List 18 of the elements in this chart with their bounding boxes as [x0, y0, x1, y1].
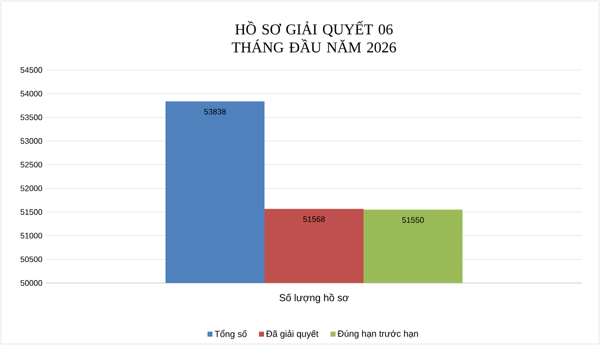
y-tick-label: 54000: [20, 90, 42, 96]
y-tick-label: 52500: [20, 162, 42, 168]
data-label: 53838: [204, 108, 226, 115]
data-label: 51568: [303, 216, 325, 222]
chart-title: HỒ SƠ GIẢI QUYẾT 06 THÁNG ĐẦU NĂM 2026: [232, 21, 396, 52]
y-tick-label: 50500: [20, 256, 42, 262]
legend-label: Đã giải quyết: [266, 330, 318, 339]
legend-label: Tổng số: [214, 330, 247, 339]
y-tick-label: 51500: [20, 209, 42, 215]
x-tick-label: Số lượng hồ sơ: [280, 293, 349, 304]
y-tick-label: 51000: [20, 232, 42, 238]
y-tick-label: 52000: [20, 185, 42, 192]
data-label: 51550: [402, 217, 424, 223]
y-tick-label: 50000: [20, 280, 42, 286]
legend-label: Đúng hạn trước hạn: [338, 330, 418, 339]
y-tick-label: 54500: [20, 67, 42, 73]
y-tick-label: 53000: [20, 138, 42, 144]
y-tick-label: 53500: [20, 114, 42, 120]
